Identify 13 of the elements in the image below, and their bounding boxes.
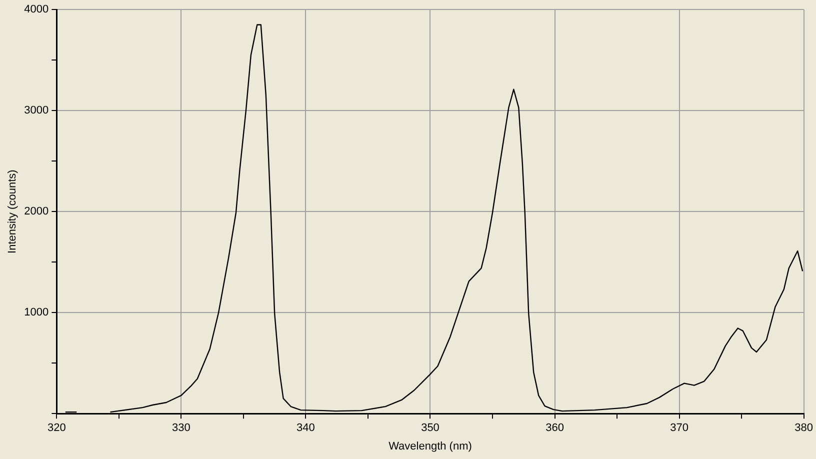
- x-tick-label: 350: [421, 422, 440, 434]
- x-tick-label: 370: [670, 422, 688, 434]
- y-tick-label: 3000: [24, 104, 49, 117]
- x-axis-title: Wavelength (nm): [388, 440, 472, 452]
- x-tick-label: 320: [47, 422, 66, 434]
- y-axis-title: Intensity (counts): [6, 170, 19, 254]
- y-tick-label: 2000: [24, 206, 49, 218]
- x-tick-label: 340: [296, 422, 315, 434]
- y-tick-label: 1000: [24, 306, 49, 319]
- x-tick-label: 380: [794, 422, 814, 434]
- x-tick-label: 330: [172, 422, 190, 434]
- x-tick-label: 360: [546, 422, 564, 434]
- y-tick-label: 4000: [24, 4, 49, 16]
